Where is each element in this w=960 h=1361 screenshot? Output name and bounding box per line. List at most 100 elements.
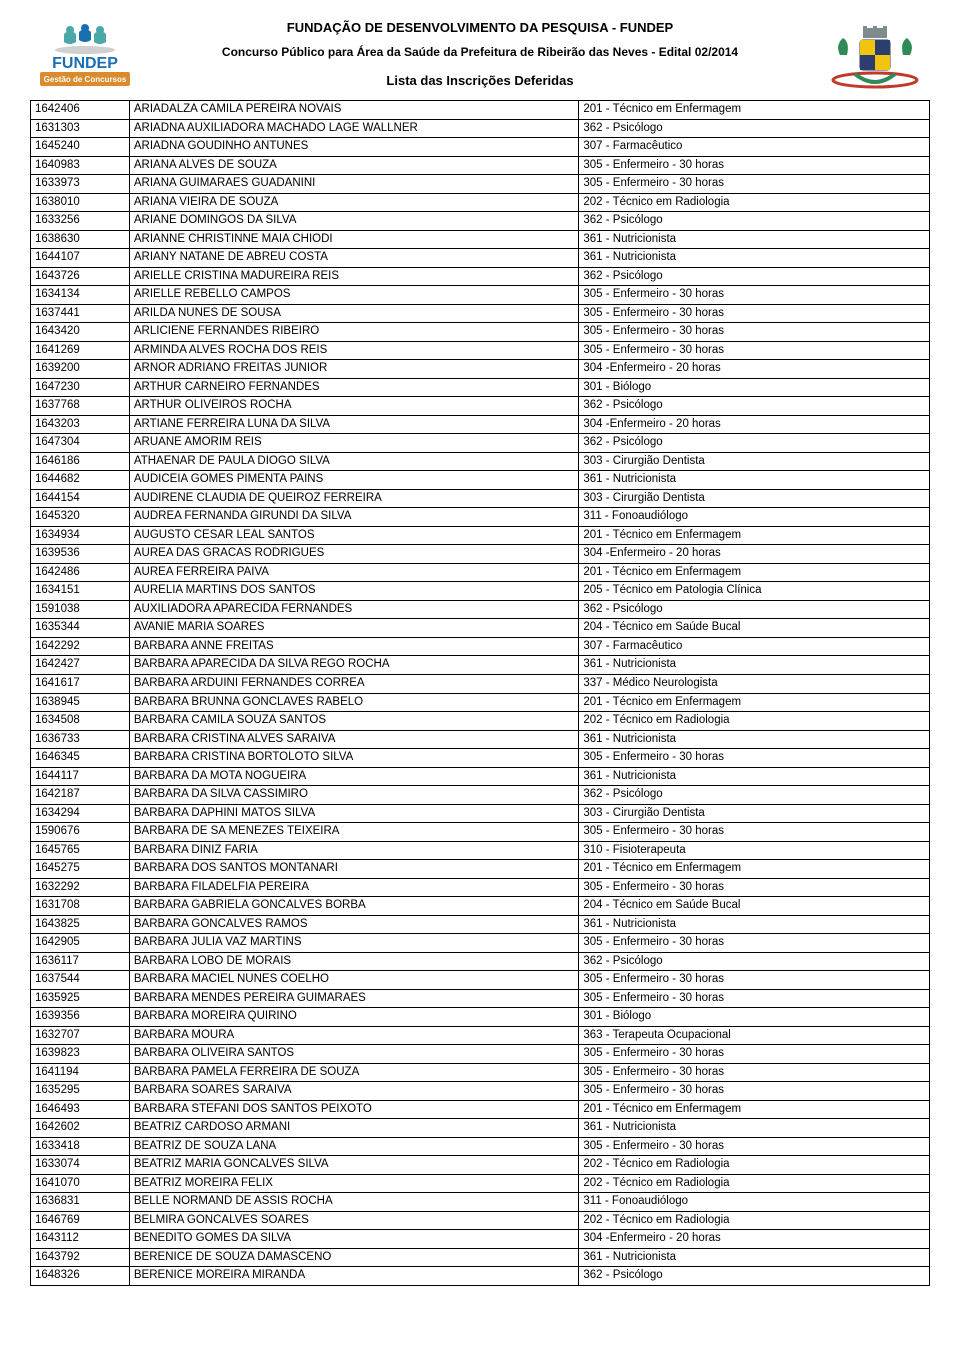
cell-name: BARBARA ANNE FREITAS: [129, 637, 579, 656]
cell-position: 305 - Enfermeiro - 30 horas: [579, 1137, 930, 1156]
cell-position: 305 - Enfermeiro - 30 horas: [579, 1063, 930, 1082]
cell-position: 201 - Técnico em Enfermagem: [579, 860, 930, 879]
table-row: 1642427BARBARA APARECIDA DA SILVA REGO R…: [31, 656, 930, 675]
cell-position: 361 - Nutricionista: [579, 1248, 930, 1267]
cell-id: 1637441: [31, 304, 130, 323]
logo-fundep: FUNDEP Gestão de Concursos: [30, 20, 140, 90]
cell-id: 1643112: [31, 1230, 130, 1249]
cell-id: 1634934: [31, 526, 130, 545]
cell-name: AUDICEIA GOMES PIMENTA PAINS: [129, 471, 579, 490]
cell-id: 1648326: [31, 1267, 130, 1286]
cell-id: 1644117: [31, 767, 130, 786]
cell-id: 1590676: [31, 823, 130, 842]
cell-name: BARBARA LOBO DE MORAIS: [129, 952, 579, 971]
cell-name: BEATRIZ DE SOUZA LANA: [129, 1137, 579, 1156]
cell-name: BARBARA ARDUINI FERNANDES CORREA: [129, 674, 579, 693]
cell-id: 1646345: [31, 749, 130, 768]
table-row: 1643112BENEDITO GOMES DA SILVA304 -Enfer…: [31, 1230, 930, 1249]
cell-position: 310 - Fisioterapeuta: [579, 841, 930, 860]
table-row: 1648326BERENICE MOREIRA MIRANDA362 - Psi…: [31, 1267, 930, 1286]
cell-position: 205 - Técnico em Patologia Clínica: [579, 582, 930, 601]
table-row: 1636733BARBARA CRISTINA ALVES SARAIVA361…: [31, 730, 930, 749]
cell-position: 361 - Nutricionista: [579, 915, 930, 934]
cell-name: BARBARA GONCALVES RAMOS: [129, 915, 579, 934]
cell-id: 1638945: [31, 693, 130, 712]
cell-position: 362 - Psicólogo: [579, 786, 930, 805]
table-row: 1638945BARBARA BRUNNA GONCLAVES RABELO20…: [31, 693, 930, 712]
cell-id: 1638010: [31, 193, 130, 212]
cell-id: 1635925: [31, 989, 130, 1008]
contest-subtitle: Concurso Público para Área da Saúde da P…: [150, 45, 810, 59]
cell-id: 1642406: [31, 101, 130, 120]
cell-id: 1647230: [31, 378, 130, 397]
cell-name: AUREA FERREIRA PAIVA: [129, 563, 579, 582]
table-row: 1642406ARIADALZA CAMILA PEREIRA NOVAIS20…: [31, 101, 930, 120]
cell-id: 1633973: [31, 175, 130, 194]
cell-position: 362 - Psicólogo: [579, 600, 930, 619]
cell-position: 202 - Técnico em Radiologia: [579, 1156, 930, 1175]
cell-name: AUGUSTO CESAR LEAL SANTOS: [129, 526, 579, 545]
cell-position: 202 - Técnico em Radiologia: [579, 1211, 930, 1230]
cell-id: 1646186: [31, 452, 130, 471]
cell-position: 305 - Enfermeiro - 30 horas: [579, 749, 930, 768]
table-row: 1634294BARBARA DAPHINI MATOS SILVA303 - …: [31, 804, 930, 823]
table-row: 1643203ARTIANE FERREIRA LUNA DA SILVA304…: [31, 415, 930, 434]
cell-id: 1635344: [31, 619, 130, 638]
table-row: 1633973ARIANA GUIMARAES GUADANINI305 - E…: [31, 175, 930, 194]
cell-id: 1641269: [31, 341, 130, 360]
table-row: 1643420ARLICIENE FERNANDES RIBEIRO305 - …: [31, 323, 930, 342]
table-row: 1590676BARBARA DE SA MENEZES TEIXEIRA305…: [31, 823, 930, 842]
table-row: 1632292BARBARA FILADELFIA PEREIRA305 - E…: [31, 878, 930, 897]
cell-position: 362 - Psicólogo: [579, 952, 930, 971]
table-row: 1634934AUGUSTO CESAR LEAL SANTOS201 - Té…: [31, 526, 930, 545]
fundep-tagline: Gestão de Concursos: [44, 75, 127, 84]
cell-position: 362 - Psicólogo: [579, 397, 930, 416]
cell-id: 1633418: [31, 1137, 130, 1156]
cell-name: BARBARA MACIEL NUNES COELHO: [129, 971, 579, 990]
cell-id: 1633256: [31, 212, 130, 231]
cell-position: 305 - Enfermeiro - 30 horas: [579, 971, 930, 990]
cell-id: 1642427: [31, 656, 130, 675]
enrollment-table: 1642406ARIADALZA CAMILA PEREIRA NOVAIS20…: [30, 100, 930, 1286]
table-row: 1634134ARIELLE REBELLO CAMPOS305 - Enfer…: [31, 286, 930, 305]
cell-name: ARIELLE CRISTINA MADUREIRA REIS: [129, 267, 579, 286]
cell-position: 202 - Técnico em Radiologia: [579, 712, 930, 731]
table-row: 1642187BARBARA DA SILVA CASSIMIRO362 - P…: [31, 786, 930, 805]
cell-name: ARIELLE REBELLO CAMPOS: [129, 286, 579, 305]
cell-id: 1639200: [31, 360, 130, 379]
cell-id: 1636733: [31, 730, 130, 749]
cell-id: 1636117: [31, 952, 130, 971]
cell-position: 202 - Técnico em Radiologia: [579, 193, 930, 212]
cell-id: 1645765: [31, 841, 130, 860]
table-row: 1644107ARIANY NATANE DE ABREU COSTA361 -…: [31, 249, 930, 268]
table-row: 1639823BARBARA OLIVEIRA SANTOS305 - Enfe…: [31, 1045, 930, 1064]
cell-position: 362 - Psicólogo: [579, 1267, 930, 1286]
cell-name: BELMIRA GONCALVES SOARES: [129, 1211, 579, 1230]
table-row: 1642602BEATRIZ CARDOSO ARMANI361 - Nutri…: [31, 1119, 930, 1138]
table-row: 1645765BARBARA DINIZ FARIA310 - Fisioter…: [31, 841, 930, 860]
cell-name: BARBARA BRUNNA GONCLAVES RABELO: [129, 693, 579, 712]
table-row: 1636117BARBARA LOBO DE MORAIS362 - Psicó…: [31, 952, 930, 971]
cell-position: 304 -Enfermeiro - 20 horas: [579, 545, 930, 564]
cell-name: BARBARA SOARES SARAIVA: [129, 1082, 579, 1101]
table-row: 1633074BEATRIZ MARIA GONCALVES SILVA202 …: [31, 1156, 930, 1175]
cell-name: BARBARA JULIA VAZ MARTINS: [129, 934, 579, 953]
cell-name: AUDREA FERNANDA GIRUNDI DA SILVA: [129, 508, 579, 527]
cell-id: 1634508: [31, 712, 130, 731]
cell-position: 305 - Enfermeiro - 30 horas: [579, 323, 930, 342]
cell-position: 362 - Psicólogo: [579, 119, 930, 138]
cell-name: BARBARA CRISTINA ALVES SARAIVA: [129, 730, 579, 749]
table-row: 1637544BARBARA MACIEL NUNES COELHO305 - …: [31, 971, 930, 990]
cell-name: ARIANA GUIMARAES GUADANINI: [129, 175, 579, 194]
table-row: 1643792BERENICE DE SOUZA DAMASCENO361 - …: [31, 1248, 930, 1267]
table-row: 1633418BEATRIZ DE SOUZA LANA305 - Enferm…: [31, 1137, 930, 1156]
table-row: 1631708BARBARA GABRIELA GONCALVES BORBA2…: [31, 897, 930, 916]
cell-position: 204 - Técnico em Saúde Bucal: [579, 619, 930, 638]
cell-name: BARBARA PAMELA FERREIRA DE SOUZA: [129, 1063, 579, 1082]
table-row: 1641070BEATRIZ MOREIRA FELIX202 - Técnic…: [31, 1174, 930, 1193]
cell-position: 362 - Psicólogo: [579, 212, 930, 231]
cell-name: BARBARA DINIZ FARIA: [129, 841, 579, 860]
cell-id: 1639823: [31, 1045, 130, 1064]
cell-name: ARIADNA GOUDINHO ANTUNES: [129, 138, 579, 157]
cell-position: 363 - Terapeuta Ocupacional: [579, 1026, 930, 1045]
